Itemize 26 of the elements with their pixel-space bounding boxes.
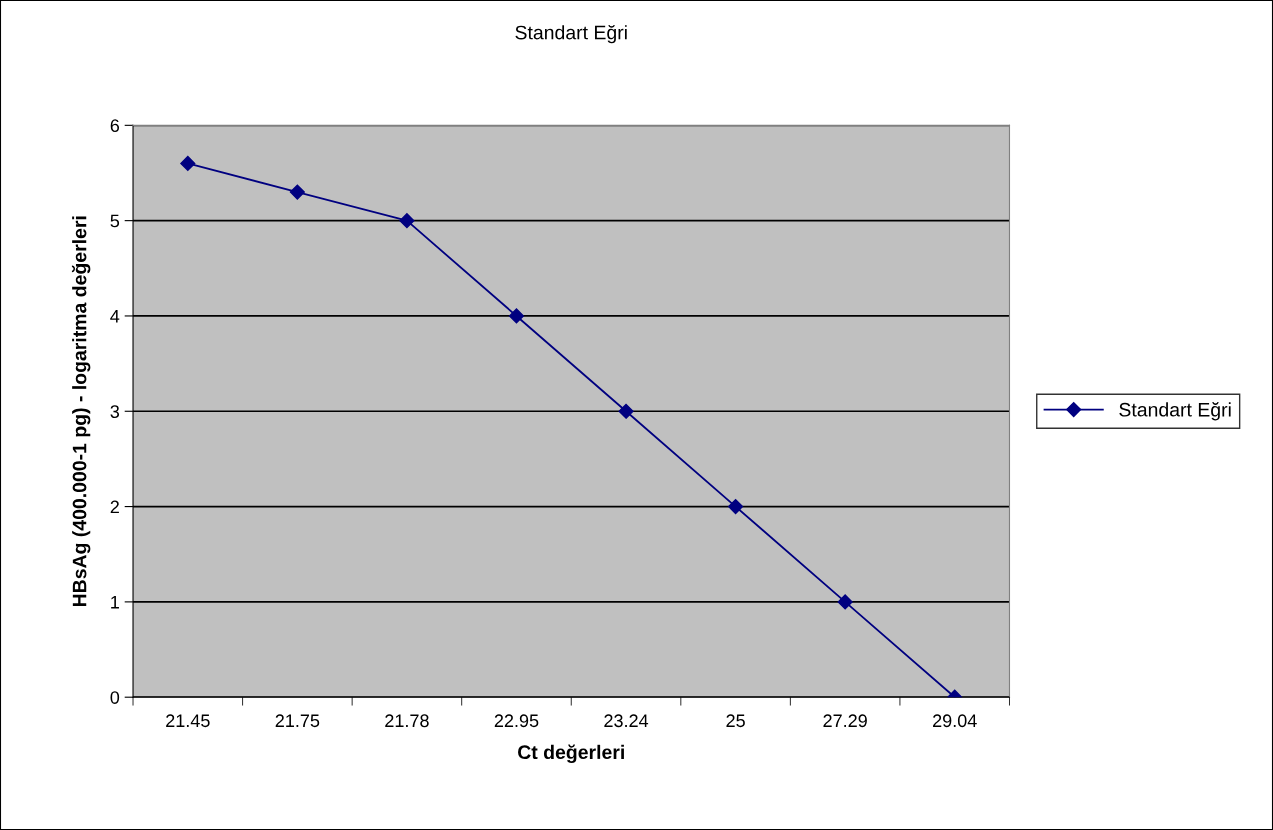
- y-tick-label: 1: [111, 596, 119, 609]
- point: [508, 308, 525, 324]
- x-tick-label: 22.95: [494, 714, 539, 728]
- legend-label: Standart Eğri: [1119, 402, 1231, 421]
- point: [399, 213, 415, 229]
- x-tick-label: 25: [726, 714, 745, 728]
- y-tick-label: 4: [110, 310, 120, 323]
- point: [728, 499, 744, 515]
- x-tick-label: 29.04: [933, 714, 977, 728]
- x-tick-label: 21.45: [166, 714, 210, 728]
- x-tick-label: 27.29: [823, 714, 867, 728]
- x-tick-label: 21.78: [385, 714, 429, 728]
- y-axis-title: HBsAg (400.000-1 pg) - logaritma değerleri: [71, 216, 91, 607]
- y-tick-label: 2: [110, 500, 119, 514]
- y-tick-label: 5: [110, 214, 120, 228]
- point: [180, 155, 196, 172]
- y-tick-label: 3: [110, 405, 120, 418]
- point: [289, 184, 305, 200]
- x-tick-label: 21.75: [275, 714, 320, 728]
- x-tick-label: 23.24: [604, 714, 649, 728]
- y-tick-label: 6: [110, 119, 120, 133]
- x-axis-title: Ct değerleri: [518, 744, 624, 763]
- y-tick-label: 0: [110, 691, 120, 704]
- point: [837, 594, 853, 610]
- chart-title: Standart Eğri: [515, 24, 627, 44]
- point: [618, 403, 634, 419]
